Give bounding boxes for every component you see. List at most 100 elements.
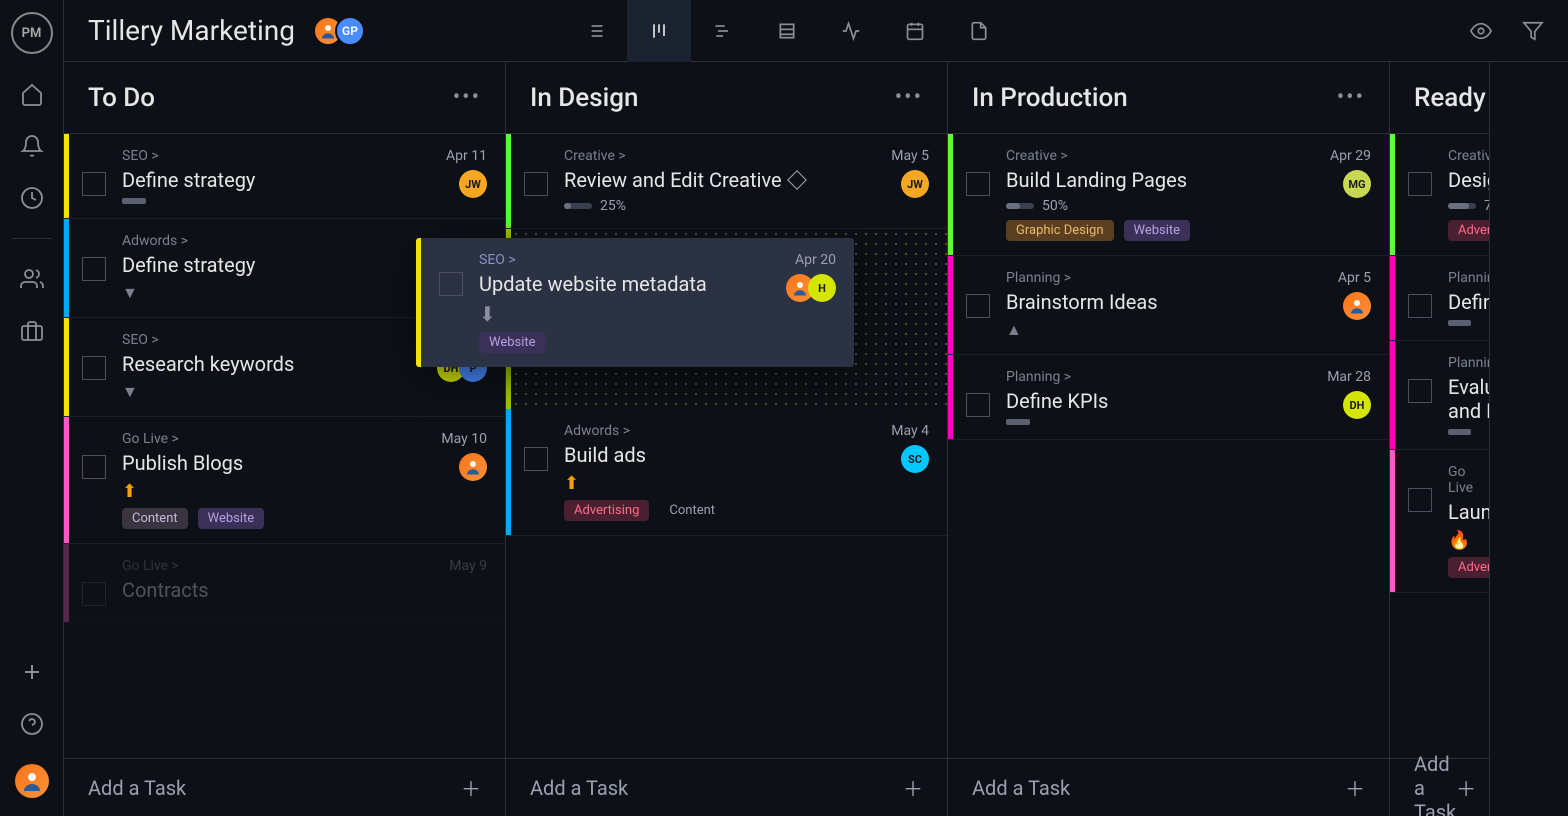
card-breadcrumb: Planning — [1448, 270, 1471, 286]
assignee-avatar[interactable]: JW — [459, 170, 487, 198]
tag[interactable]: Website — [479, 332, 546, 353]
tag[interactable]: Website — [1124, 220, 1191, 241]
task-checkbox[interactable] — [1408, 172, 1432, 196]
card-title: Evaluat and Ne — [1448, 375, 1471, 423]
priority-low-icon — [122, 198, 146, 204]
card-title: Define strategy — [122, 168, 417, 192]
tag[interactable]: Website — [198, 508, 265, 529]
task-checkbox[interactable] — [82, 356, 106, 380]
task-checkbox[interactable] — [82, 455, 106, 479]
assignee-avatar[interactable]: DH — [1343, 391, 1371, 419]
priority-high-icon: ⬆ — [122, 481, 137, 502]
logo[interactable]: PM — [11, 12, 53, 54]
member-avatar[interactable]: GP — [335, 16, 365, 46]
task-card[interactable]: Creative >Build Landing Pages50%Graphic … — [948, 134, 1389, 256]
tag[interactable]: Content — [122, 508, 188, 529]
board-column: To Do•••SEO >Define strategyApr 11JWAdwo… — [64, 62, 506, 816]
task-card[interactable]: Go Live >Publish Blogs⬆ContentWebsiteMay… — [64, 417, 505, 544]
task-checkbox[interactable] — [82, 257, 106, 281]
people-icon[interactable] — [20, 267, 44, 291]
card-stripe — [64, 219, 69, 317]
priority-low-icon — [1448, 429, 1471, 435]
activity-view-icon[interactable] — [819, 0, 883, 62]
table-view-icon[interactable] — [755, 0, 819, 62]
help-icon[interactable] — [20, 712, 44, 736]
urgent-icon: 🔥 — [1448, 530, 1470, 551]
tag[interactable]: Advertising — [564, 500, 649, 521]
dragging-card[interactable]: SEO > Update website metadata ⬇ Website … — [416, 238, 854, 367]
task-checkbox[interactable] — [82, 172, 106, 196]
card-title: Review and Edit Creative — [564, 168, 859, 192]
visibility-icon[interactable] — [1470, 20, 1492, 42]
task-card[interactable]: CreativeDesign75%Advert — [1390, 134, 1489, 256]
plus-icon[interactable] — [20, 660, 44, 684]
add-task-button[interactable]: Add a Task＋ — [948, 758, 1389, 816]
card-stripe — [506, 409, 511, 535]
home-icon[interactable] — [20, 82, 44, 106]
card-date: Mar 28 — [1327, 369, 1371, 385]
task-card[interactable]: SEO >Define strategyApr 11JW — [64, 134, 505, 219]
column-menu-icon[interactable]: ••• — [895, 85, 923, 110]
card-breadcrumb: Planning > — [1006, 270, 1301, 286]
plus-icon: ＋ — [461, 773, 481, 802]
assignee-avatar[interactable]: SC — [901, 445, 929, 473]
task-checkbox[interactable] — [1408, 379, 1432, 403]
tag[interactable]: Advert — [1448, 220, 1489, 241]
card-title: Contracts — [122, 578, 417, 602]
card-date: Apr 20 — [795, 252, 836, 268]
gantt-view-icon[interactable] — [691, 0, 755, 62]
task-checkbox[interactable] — [1408, 294, 1432, 318]
board-view-icon[interactable] — [627, 0, 691, 62]
task-card[interactable]: Creative >Review and Edit Creative25%May… — [506, 134, 947, 229]
assignee-avatar[interactable]: JW — [901, 170, 929, 198]
task-checkbox[interactable] — [966, 172, 990, 196]
card-title: Update website metadata — [479, 272, 766, 296]
task-card[interactable]: PlanningEvaluat and Ne — [1390, 341, 1489, 450]
assignee-avatar[interactable] — [459, 453, 487, 481]
file-view-icon[interactable] — [947, 0, 1011, 62]
calendar-view-icon[interactable] — [883, 0, 947, 62]
task-checkbox[interactable] — [1408, 488, 1432, 512]
add-task-button[interactable]: Add a Task＋ — [506, 758, 947, 816]
task-checkbox[interactable] — [439, 272, 463, 296]
assignee-avatar[interactable]: MG — [1343, 170, 1371, 198]
task-card[interactable]: Adwords >Build ads⬆AdvertisingContentMay… — [506, 409, 947, 536]
card-date: May 4 — [891, 423, 929, 439]
task-checkbox[interactable] — [966, 393, 990, 417]
task-card[interactable]: Planning >Define KPIsMar 28DH — [948, 355, 1389, 440]
task-card[interactable]: Planning Define — [1390, 256, 1489, 341]
tag[interactable]: Advert — [1448, 557, 1489, 578]
project-title: Tillery Marketing — [88, 14, 295, 47]
task-checkbox[interactable] — [966, 294, 990, 318]
tag[interactable]: Content — [659, 500, 725, 521]
card-title: Define — [1448, 290, 1471, 314]
priority-low-icon — [1448, 320, 1471, 326]
card-stripe — [948, 134, 953, 255]
bell-icon[interactable] — [20, 134, 44, 158]
column-menu-icon[interactable]: ••• — [453, 85, 481, 110]
task-card[interactable]: Go Live >ContractsMay 9 — [64, 544, 505, 623]
assignee-avatar[interactable]: H — [808, 274, 836, 302]
tag[interactable]: Graphic Design — [1006, 220, 1114, 241]
column-title: In Design — [530, 83, 638, 113]
briefcase-icon[interactable] — [20, 319, 44, 343]
task-checkbox[interactable] — [82, 582, 106, 606]
column-menu-icon[interactable]: ••• — [1337, 85, 1365, 110]
task-card[interactable]: Planning >Brainstorm Ideas▲Apr 5 — [948, 256, 1389, 355]
task-checkbox[interactable] — [524, 172, 548, 196]
task-card[interactable]: Go LiveLaunch🔥Advert — [1390, 450, 1489, 593]
add-task-button[interactable]: Add a Task＋ — [64, 758, 505, 816]
priority-down-icon: ⬇ — [479, 302, 496, 326]
filter-icon[interactable] — [1522, 20, 1544, 42]
assignee-avatar[interactable] — [1343, 292, 1371, 320]
kanban-board: To Do•••SEO >Define strategyApr 11JWAdwo… — [64, 62, 1568, 816]
user-avatar[interactable] — [15, 764, 49, 798]
task-checkbox[interactable] — [524, 447, 548, 471]
member-avatars[interactable]: GP — [313, 16, 365, 46]
add-task-button[interactable]: Add a Task＋ — [1390, 758, 1489, 816]
card-stripe — [64, 544, 69, 622]
clock-icon[interactable] — [20, 186, 44, 210]
list-view-icon[interactable] — [563, 0, 627, 62]
priority-low-icon — [1006, 419, 1030, 425]
column-title: In Production — [972, 83, 1128, 113]
